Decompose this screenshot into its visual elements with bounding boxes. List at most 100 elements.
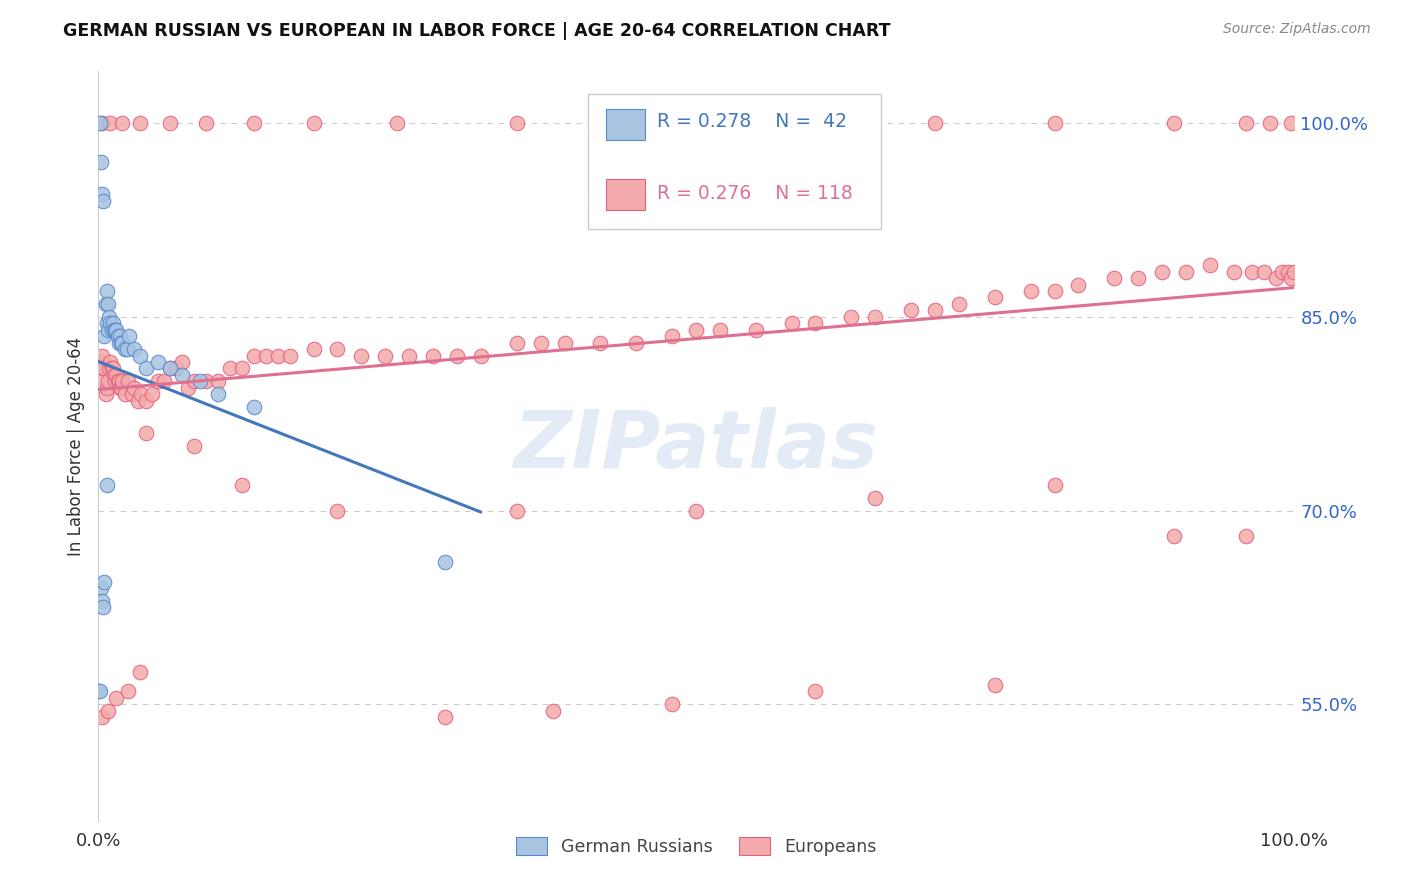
Point <box>1277 264 1299 278</box>
Point <box>98 361 121 376</box>
Point <box>530 335 553 350</box>
Point <box>984 678 1007 692</box>
Point <box>107 375 129 389</box>
Point <box>98 116 122 130</box>
Point <box>135 361 157 376</box>
Point <box>100 361 122 376</box>
Point <box>1128 271 1150 285</box>
Point <box>350 349 373 363</box>
Point <box>104 375 127 389</box>
Point <box>159 361 181 376</box>
Point <box>91 194 114 208</box>
Point <box>661 329 683 343</box>
Point <box>626 335 648 350</box>
Point <box>1152 264 1174 278</box>
Point <box>97 323 120 337</box>
Point <box>685 323 707 337</box>
Point <box>506 335 529 350</box>
Text: R = 0.276    N = 118: R = 0.276 N = 118 <box>657 184 852 203</box>
Point <box>93 361 115 376</box>
Point <box>865 310 887 324</box>
Point <box>148 375 170 389</box>
Point <box>804 116 827 130</box>
Point <box>148 355 170 369</box>
Point <box>129 665 152 679</box>
Text: Source: ZipAtlas.com: Source: ZipAtlas.com <box>1223 22 1371 37</box>
Point <box>326 503 349 517</box>
Point <box>278 349 301 363</box>
Point <box>89 375 111 389</box>
Point <box>422 349 444 363</box>
Point <box>108 329 131 343</box>
Point <box>87 684 110 698</box>
Point <box>183 375 205 389</box>
Point <box>804 684 827 698</box>
Point <box>1234 529 1257 543</box>
Text: R = 0.278    N =  42: R = 0.278 N = 42 <box>657 112 846 131</box>
Point <box>91 349 114 363</box>
Point <box>117 375 139 389</box>
Point <box>1279 116 1302 130</box>
Point <box>93 574 115 589</box>
Point <box>434 555 457 569</box>
Point <box>98 316 122 330</box>
Point <box>153 375 176 389</box>
Point <box>91 361 114 376</box>
Point <box>91 187 114 202</box>
Point <box>108 381 131 395</box>
Point <box>172 368 194 382</box>
Point <box>207 387 229 401</box>
Point <box>219 361 242 376</box>
Point <box>93 329 115 343</box>
Point <box>89 684 111 698</box>
Point <box>302 342 325 356</box>
Point <box>135 426 157 441</box>
Text: GERMAN RUSSIAN VS EUROPEAN IN LABOR FORCE | AGE 20-64 CORRELATION CHART: GERMAN RUSSIAN VS EUROPEAN IN LABOR FORC… <box>63 22 891 40</box>
Point <box>111 116 134 130</box>
Point <box>91 594 114 608</box>
Point <box>195 116 218 130</box>
Point <box>172 355 194 369</box>
Point <box>243 349 266 363</box>
Point <box>207 375 229 389</box>
FancyBboxPatch shape <box>606 109 644 140</box>
Point <box>94 297 117 311</box>
Point <box>195 375 218 389</box>
Point <box>804 316 827 330</box>
Point <box>111 335 134 350</box>
Point <box>1019 284 1042 298</box>
Text: ZIPatlas: ZIPatlas <box>513 407 879 485</box>
Point <box>103 323 125 337</box>
Point <box>101 361 124 376</box>
Point <box>1043 477 1066 491</box>
Point <box>159 116 181 130</box>
Point <box>124 342 146 356</box>
Point <box>129 116 152 130</box>
Point <box>924 116 946 130</box>
Point <box>541 704 564 718</box>
Point <box>661 116 683 130</box>
Point <box>183 439 205 453</box>
Point <box>118 329 141 343</box>
Point <box>589 335 612 350</box>
Point <box>97 704 120 718</box>
Point <box>165 361 187 376</box>
Point <box>398 349 420 363</box>
Y-axis label: In Labor Force | Age 20-64: In Labor Force | Age 20-64 <box>66 336 84 556</box>
Point <box>326 342 349 356</box>
Point <box>1199 258 1222 272</box>
Legend: German Russians, Europeans: German Russians, Europeans <box>508 829 884 864</box>
Point <box>91 600 114 615</box>
Point <box>1163 116 1185 130</box>
Point <box>105 323 128 337</box>
Point <box>1282 264 1305 278</box>
Point <box>159 361 181 376</box>
FancyBboxPatch shape <box>606 178 644 210</box>
Point <box>105 368 128 382</box>
Point <box>121 387 143 401</box>
Point <box>114 342 136 356</box>
Point <box>110 381 132 395</box>
Point <box>374 349 396 363</box>
Point <box>177 381 200 395</box>
Point <box>115 342 138 356</box>
